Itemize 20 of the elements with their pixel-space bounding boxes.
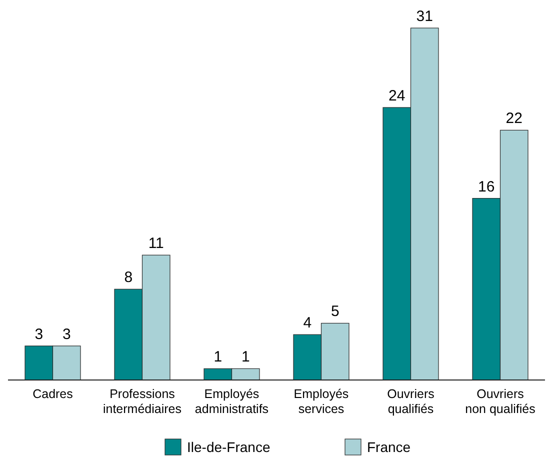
legend-label: France [367,439,411,455]
legend-label: Ile-de-France [187,439,270,455]
data-label: 24 [388,87,406,104]
x-tick-label: Employés services [294,387,349,416]
x-tick-label: Ouvriers qualifiés [387,387,434,416]
x-tick-label: Employés administratifs [194,387,269,416]
data-label: 3 [62,326,71,343]
x-tick-label: Cadres [32,387,73,401]
data-label: 3 [34,326,44,343]
data-label: 16 [478,178,495,196]
x-tick-label: Ouvriers non qualifiés [465,387,536,416]
data-label: 1 [214,348,222,366]
data-label: 22 [506,110,522,128]
data-label: 31 [416,8,433,25]
data-label: 4 [303,314,312,332]
data-label: 1 [241,348,250,366]
data-label: 5 [330,303,340,320]
data-label: 11 [148,235,164,252]
data-label: 8 [124,269,133,286]
x-tick-label: Professions intermédiaires [102,387,182,416]
